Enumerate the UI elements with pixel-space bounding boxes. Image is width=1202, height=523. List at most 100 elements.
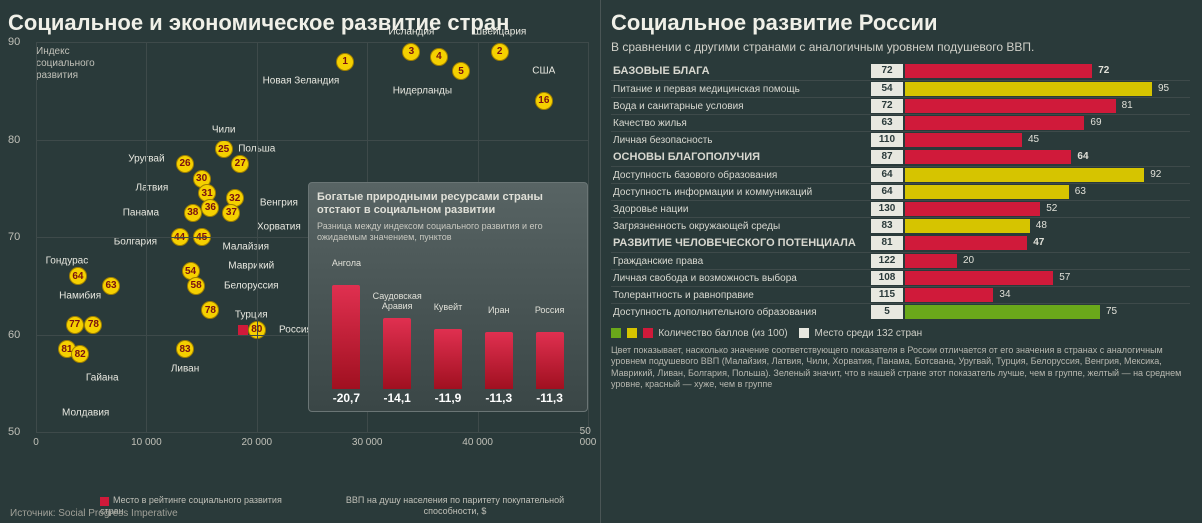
scatter-label: Маврикий: [228, 261, 274, 272]
x-tick-label: 10 000: [131, 437, 162, 448]
indicator-row: Личная свобода и возможность выбора10857: [611, 269, 1190, 286]
scatter-point: 16: [535, 92, 553, 110]
indicator-label: Загрязненность окружающей среды: [611, 221, 871, 232]
indicator-row: Загрязненность окружающей среды8348: [611, 217, 1190, 234]
y-tick-label: 60: [8, 329, 20, 341]
inset-bar: СаудовскаяАравия-14,1: [374, 292, 420, 389]
scatter-point: 63: [102, 277, 120, 295]
indicator-rank: 115: [871, 288, 903, 302]
indicator-bar-area: 92: [905, 168, 1190, 182]
scatter-point: 58: [187, 277, 205, 295]
indicator-bar: 63: [905, 185, 1069, 199]
indicator-value: 57: [1059, 271, 1070, 285]
scatter-point: 78: [201, 301, 219, 319]
scatter-label: Чили: [212, 124, 236, 135]
scatter-label: Болгария: [114, 236, 157, 247]
indicator-bar: 92: [905, 168, 1144, 182]
indicator-row: Доступность базового образования6492: [611, 166, 1190, 183]
indicator-row: Доступность дополнительного образования5…: [611, 303, 1190, 320]
indicator-bar-area: 45: [905, 133, 1190, 147]
inset-bar-label: Россия: [535, 306, 565, 328]
scatter-point: 27: [231, 155, 249, 173]
indicator-value: 47: [1033, 236, 1044, 250]
indicator-row: Доступность информации и коммуникаций646…: [611, 183, 1190, 200]
indicator-value: 81: [1122, 99, 1133, 113]
scatter-point: 36: [201, 199, 219, 217]
scatter-label: Исландия: [388, 27, 434, 38]
indicator-bar: 69: [905, 116, 1084, 130]
indicator-value: 75: [1106, 305, 1117, 319]
indicator-bar: 47: [905, 236, 1027, 250]
indicator-value: 63: [1075, 185, 1086, 199]
indicator-label: Питание и первая медицинская помощь: [611, 84, 871, 95]
inset-bar-rect: -14,1: [383, 318, 411, 389]
indicator-row: Толерантность и равноправие11534: [611, 286, 1190, 303]
indicator-bar-area: 48: [905, 219, 1190, 233]
scatter-point: 83: [176, 340, 194, 358]
indicator-value: 95: [1158, 82, 1169, 96]
indicator-label: Личная безопасность: [611, 135, 871, 146]
indicator-label: Толерантность и равноправие: [611, 290, 871, 301]
indicator-rank: 130: [871, 202, 903, 216]
scatter-point: 5: [452, 62, 470, 80]
indicator-bar-area: 34: [905, 288, 1190, 302]
indicator-rank: 72: [871, 64, 903, 78]
indicator-label: Вода и санитарные условия: [611, 101, 871, 112]
inset-bar-label: Иран: [488, 306, 509, 328]
indicator-rank: 64: [871, 185, 903, 199]
indicator-value: 45: [1028, 133, 1039, 147]
scatter-point: 25: [215, 140, 233, 158]
indicator-bar-area: 72: [905, 64, 1190, 78]
indicator-label: Гражданские права: [611, 256, 871, 267]
indicator-bar: 81: [905, 99, 1116, 113]
indicator-label: РАЗВИТИЕ ЧЕЛОВЕЧЕСКОГО ПОТЕНЦИАЛА: [611, 237, 871, 249]
inset-bar-value: -14,1: [384, 391, 411, 405]
indicator-rank: 87: [871, 150, 903, 164]
scatter-label: Гайана: [86, 373, 119, 384]
indicator-rank: 64: [871, 168, 903, 182]
indicator-bar-area: 47: [905, 236, 1190, 250]
indicator-rank: 63: [871, 116, 903, 130]
y-gridline: [36, 432, 588, 433]
scatter-point: 37: [222, 204, 240, 222]
inset-bar-value: -11,3: [485, 391, 512, 405]
indicator-bar-area: 69: [905, 116, 1190, 130]
indicator-label: Доступность дополнительного образования: [611, 307, 871, 318]
indicator-row: Личная безопасность110 45: [611, 131, 1190, 148]
x-gridline: [257, 42, 258, 432]
scatter-label: Швейцария: [473, 27, 526, 38]
indicator-label: Доступность базового образования: [611, 170, 871, 181]
inset-chart: Богатые природными ресурсами страны отст…: [308, 182, 588, 412]
x-tick-label: 40 000: [462, 437, 493, 448]
inset-bar-rect: -20,7: [332, 285, 360, 389]
y-tick-label: 50: [8, 426, 20, 438]
scatter-label: Малайзия: [222, 241, 269, 252]
indicator-bar-area: 52: [905, 202, 1190, 216]
inset-bar: Россия-11,3: [527, 306, 573, 389]
inset-bar: Ангола -20,7: [323, 259, 369, 389]
right-caption: Цвет показывает, насколько значение соот…: [611, 345, 1190, 390]
indicator-rank: 54: [871, 82, 903, 96]
indicator-value: 69: [1090, 116, 1101, 130]
indicator-row: Питание и первая медицинская помощь54 95: [611, 80, 1190, 97]
right-title: Социальное развитие России: [611, 10, 1190, 36]
indicator-bar-area: 95: [905, 82, 1190, 96]
indicator-rank: 122: [871, 254, 903, 268]
scatter-point: 64: [69, 267, 87, 285]
inset-title: Богатые природными ресурсами страны отст…: [317, 191, 579, 217]
x-gridline: [588, 42, 589, 432]
scatter-label: Нидерланды: [393, 85, 452, 96]
scatter-label: Ливан: [171, 363, 199, 374]
indicator-rank: 110: [871, 133, 903, 147]
indicator-rank: 81: [871, 236, 903, 250]
x-gridline: [36, 42, 37, 432]
indicator-bar: 34: [905, 288, 993, 302]
x-tick-label: 30 000: [352, 437, 383, 448]
scatter-point: 77: [66, 316, 84, 334]
indicator-bar-area: 81: [905, 99, 1190, 113]
scatter-label: США: [532, 66, 555, 77]
inset-bar-label: Ангола: [332, 259, 361, 281]
indicator-rank: 72: [871, 99, 903, 113]
indicator-bar: 52: [905, 202, 1040, 216]
indicator-row: Здоровье нации13052: [611, 200, 1190, 217]
